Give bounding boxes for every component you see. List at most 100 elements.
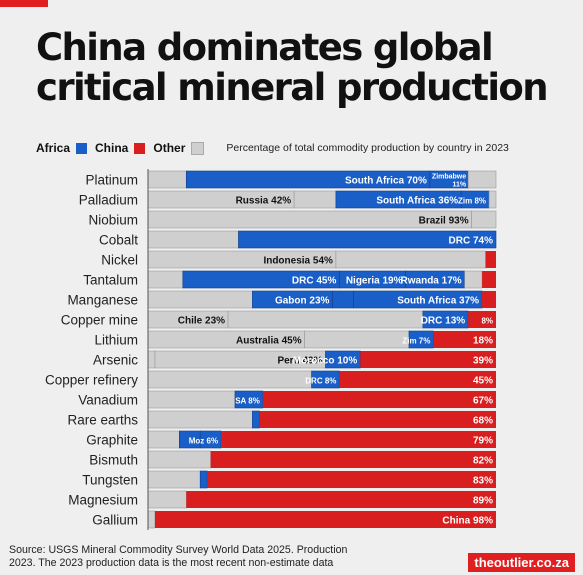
category-label-magnesium: Magnesium: [68, 493, 138, 508]
legend-note: Percentage of total commodity production…: [226, 142, 509, 154]
legend-swatch-china: [134, 142, 146, 154]
data-label-palladium-2: South Africa 36%: [376, 196, 458, 207]
legend-item-other: Other: [153, 141, 205, 155]
bar-segment-manganese-0: [147, 290, 253, 309]
data-label-manganese-3: South Africa 37%: [397, 296, 479, 307]
data-label-cobalt-1: DRC 74%: [449, 236, 494, 247]
bar-segment-nickel-1: [335, 250, 486, 269]
data-label-tungsten-2: 83%: [473, 476, 493, 487]
category-label-copper-refinery: Copper refinery: [45, 373, 138, 388]
bar-segment-gallium-1: [154, 511, 496, 528]
data-label-copper-mine-2: DRC 13%: [421, 316, 466, 327]
bar-segment-bismuth-0: [147, 450, 211, 469]
bar-segment-graphite-3: [221, 431, 496, 448]
data-label-palladium-3: Zim 8%: [458, 197, 486, 206]
data-label-tantalum-1: DRC 45%: [292, 276, 337, 287]
bar-segment-platinum-3: [467, 170, 497, 189]
bar-segment-cobalt-1: [238, 230, 497, 249]
data-label-nickel-0: Indonesia 54%: [263, 256, 333, 267]
bar-segment-rare-earths-1: [252, 410, 260, 429]
data-label-copper-mine-0: Chile 23%: [178, 316, 225, 327]
source-note: Source: USGS Mineral Commodity Survey Wo…: [9, 544, 409, 570]
legend-item-china: China: [95, 141, 146, 155]
data-label-lithium-3: 18%: [473, 336, 493, 347]
data-label-copper-refinery-2: 45%: [473, 376, 493, 387]
legend-swatch-africa: [76, 142, 88, 154]
bar-segment-rare-earths-0: [147, 410, 253, 429]
category-label-vanadium: Vanadium: [78, 393, 138, 408]
data-label-copper-refinery-1: DRC 8%: [305, 377, 336, 386]
accent-bar: [0, 0, 48, 7]
bar-segment-copper-refinery-2: [339, 371, 496, 388]
bar-segment-cobalt-0: [147, 230, 239, 249]
data-label-graphite-3: 79%: [473, 436, 493, 447]
bar-segment-platinum-0: [147, 170, 187, 189]
data-label-graphite-2: Moz 6%: [189, 437, 218, 446]
data-label-vanadium-2: 67%: [473, 396, 493, 407]
category-label-palladium: Palladium: [79, 193, 138, 208]
data-label-copper-mine-3: 8%: [481, 317, 493, 326]
chart-title: China dominates global critical mineral …: [36, 28, 566, 108]
bar-segment-bismuth-1: [210, 451, 496, 468]
bar-segment-palladium-1: [293, 190, 337, 209]
bar-segment-manganese-2: [332, 290, 354, 309]
data-label-magnesium-1: 89%: [473, 496, 493, 507]
title-line-2: critical mineral production: [36, 66, 549, 109]
legend: Africa China Other Percentage of total c…: [36, 139, 509, 157]
category-label-lithium: Lithium: [94, 333, 138, 348]
category-label-tantalum: Tantalum: [83, 273, 138, 288]
bar-segment-lithium-1: [304, 330, 410, 349]
bar-segment-nickel-2: [485, 251, 496, 268]
source-line-2: 2023. The 2023 production data is the mo…: [9, 557, 334, 569]
bar-segment-arsenic-3: [360, 351, 496, 368]
data-label-palladium-0: Russia 42%: [236, 196, 292, 207]
category-label-arsenic: Arsenic: [93, 353, 138, 368]
bar-segment-rare-earths-2: [259, 411, 496, 428]
bar-segment-gallium-0: [147, 510, 156, 529]
data-label-arsenic-1: Peru 49%: [277, 356, 322, 367]
bar-segment-niobium-1: [471, 210, 497, 229]
data-label-rare-earths-2: 68%: [473, 416, 493, 427]
data-label-lithium-0: Australia 45%: [236, 336, 302, 347]
source-line-1: Source: USGS Mineral Commodity Survey Wo…: [9, 544, 348, 556]
category-label-bismuth: Bismuth: [89, 453, 138, 468]
bar-segment-tungsten-1: [199, 470, 208, 489]
category-label-niobium: Niobium: [88, 213, 138, 228]
bar-segment-tantalum-5: [482, 271, 496, 288]
bar-segment-lithium-3: [433, 331, 496, 348]
legend-label-china: China: [95, 141, 129, 155]
data-label-lithium-2: Zim 7%: [402, 337, 430, 346]
category-label-platinum: Platinum: [85, 173, 138, 188]
legend-label-africa: Africa: [36, 141, 71, 155]
brand-badge[interactable]: theoutlier.co.za: [468, 553, 575, 572]
bar-segment-copper-mine-1: [227, 310, 424, 329]
data-label-arsenic-3: 39%: [473, 356, 493, 367]
bar-segment-graphite-0: [147, 430, 180, 449]
data-label-arsenic-2: Morocco 10%: [293, 356, 358, 367]
category-label-manganese: Manganese: [67, 293, 138, 308]
category-label-rare-earths: Rare earths: [67, 413, 138, 428]
bar-segment-arsenic-0: [147, 350, 156, 369]
category-label-cobalt: Cobalt: [99, 233, 138, 248]
data-label-tantalum-3: Rwanda 17%: [401, 276, 462, 287]
bar-segment-magnesium-1: [186, 491, 496, 508]
title-line-1: China dominates global: [36, 26, 494, 69]
bar-segment-tantalum-4: [464, 270, 483, 289]
data-label-niobium-0: Brazil 93%: [419, 216, 469, 227]
bar-segment-vanadium-0: [147, 390, 236, 409]
bar-segment-tantalum-0: [147, 270, 184, 289]
category-label-copper-mine: Copper mine: [61, 313, 138, 328]
data-label-platinum-2: Zimbabwe 11%: [432, 174, 467, 189]
bar-segment-copper-refinery-0: [147, 370, 312, 389]
data-label-bismuth-1: 82%: [473, 456, 493, 467]
category-label-gallium: Gallium: [92, 513, 138, 528]
bar-segment-manganese-4: [482, 291, 496, 308]
legend-label-other: Other: [153, 141, 186, 155]
category-label-nickel: Nickel: [101, 253, 138, 268]
data-label-gallium-1: China 98%: [442, 516, 493, 527]
bar-segment-copper-mine-3: [468, 311, 496, 328]
data-label-vanadium-1: SA 8%: [235, 397, 260, 406]
bar-segment-palladium-4: [488, 190, 497, 209]
data-label-manganese-1: Gabon 23%: [275, 296, 330, 307]
data-label-platinum-1: South Africa 70%: [345, 176, 427, 187]
